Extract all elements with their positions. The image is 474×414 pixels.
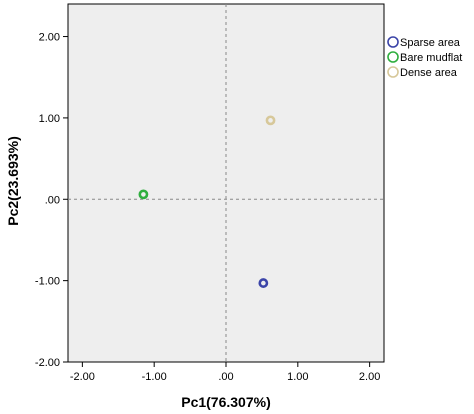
legend: Sparse area Bare mudflat Dense area — [387, 36, 462, 79]
legend-label: Dense area — [400, 67, 458, 79]
y-axis-ticks: -2.00 -1.00 .00 1.00 2.00 — [35, 32, 68, 369]
x-axis-ticks: -2.00 -1.00 .00 1.00 2.00 — [70, 362, 380, 383]
x-tick-label: -1.00 — [142, 371, 167, 383]
y-tick-label: .00 — [45, 194, 60, 206]
y-tick-label: -1.00 — [35, 276, 60, 288]
y-tick-label: 2.00 — [39, 32, 60, 44]
x-tick-label: 1.00 — [287, 371, 308, 383]
y-tick-label: -2.00 — [35, 357, 60, 369]
legend-marker — [387, 51, 399, 63]
data-points — [138, 115, 276, 288]
legend-marker — [387, 66, 399, 78]
x-tick-label: 2.00 — [359, 371, 380, 383]
plot-area — [67, 3, 385, 363]
y-axis-title: Pc2(23.693%) — [5, 136, 21, 226]
x-tick-label: .00 — [218, 371, 233, 383]
legend-label: Sparse area — [400, 37, 461, 49]
data-point — [265, 115, 276, 126]
legend-marker — [387, 36, 399, 48]
x-axis-title: Pc1(76.307%) — [181, 394, 271, 410]
x-tick-label: -2.00 — [70, 371, 95, 383]
data-point — [258, 278, 269, 288]
legend-label: Bare mudflat — [400, 52, 462, 64]
data-point — [138, 189, 149, 200]
y-tick-label: 1.00 — [39, 113, 60, 125]
